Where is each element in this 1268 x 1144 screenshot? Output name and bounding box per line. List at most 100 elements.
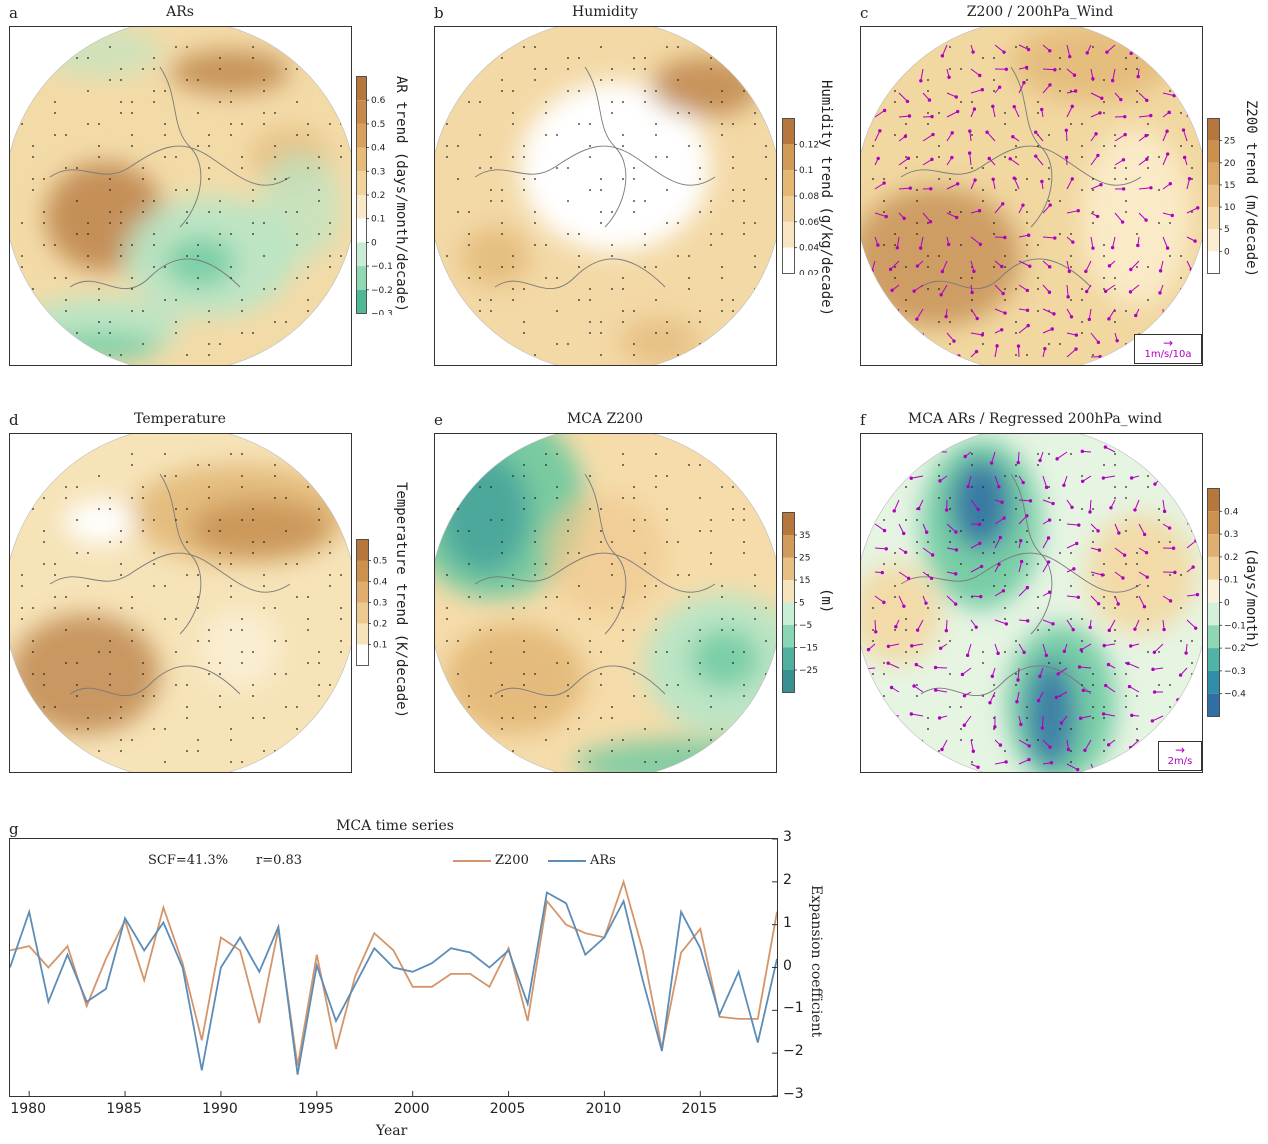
contour-region [520,82,710,252]
x-tick-label: 2010 [585,1101,622,1117]
polar-map-f [860,433,1203,773]
colorbar-swatch [782,144,795,171]
x-tick-label: 1980 [10,1101,46,1117]
colorbar-swatch [356,195,367,219]
contour-region [445,624,585,734]
x-tick-label: 2000 [393,1101,430,1117]
colorbar-tick-label: 0.1 [371,215,385,225]
polar-map-a [9,26,352,366]
vector-key-arrow-icon: → [1174,743,1186,757]
polar-map-svg-a [10,27,351,365]
y-axis-label: Expansion coefficient [808,885,824,1038]
contour-region [1026,659,1076,769]
contour-region [165,237,235,287]
x-tick-label: 2005 [489,1101,526,1117]
colorbar-c: 25 20 15 10 5 0 [1207,118,1259,279]
panel-title-e: MCA Z200 [566,411,644,427]
colorbar-tick-label: 0 [1224,247,1230,257]
colorbar-swatch [1207,511,1220,535]
contour-region [861,187,1021,327]
panel-letter-c: c [860,4,869,22]
colorbar-d: 0.5 0.4 0.3 0.2 0.1 [356,539,408,671]
colorbar-tick-label: 0.6 [371,96,386,106]
vector-key-c: → 1m/s/10a [1134,334,1202,364]
colorbar-tick-label: 0 [1224,599,1230,609]
colorbar-swatch [1207,579,1220,603]
colorbar-swatch [356,100,367,124]
y-tick-label: 1 [783,914,792,931]
polar-map-d [9,433,352,773]
colorbar-tick-label: 0.1 [799,166,813,176]
contour-region [1086,514,1196,634]
x-tick-label: 2015 [681,1101,718,1117]
colorbar-tick-label: 5 [1224,225,1230,235]
colorbar-swatch [1207,184,1220,208]
colorbar-tick-label: −25 [799,666,818,676]
colorbar-tick-label: 25 [1224,137,1235,147]
y-tick-label: 3 [783,829,792,845]
colorbar-tick-label: 0.5 [371,120,385,130]
panel-title-d: Temperature [134,411,226,427]
colorbar-tick-label: 0.4 [371,144,386,154]
colorbar-swatch [356,266,367,290]
panel-letter-e: e [434,411,443,429]
colorbar-swatch [356,123,367,148]
colorbar-swatch [356,602,369,624]
colorbar-swatch [782,670,795,693]
colorbar-swatch [1207,670,1220,694]
y-tick-label: −2 [783,1043,804,1060]
x-tick-label: 1995 [297,1101,334,1117]
time-series-plot [9,838,778,1097]
panel-title-c: Z200 / 200hPa_Wind [966,4,1114,20]
colorbar-swatch [1207,602,1220,626]
contour-region [190,499,330,559]
colorbar-tick-label: −0.2 [371,286,393,296]
wind-vectors [868,44,1200,363]
colorbar-swatch [356,76,367,101]
colorbar-swatch [1207,693,1220,717]
colorbar-swatch [782,647,795,670]
contour-region [545,494,665,614]
significance-dots [872,453,1193,763]
contour-region [460,227,530,287]
contour-region [10,614,160,734]
coastline [474,66,716,289]
legend-z200: Z200 [453,853,529,868]
coastline [49,66,291,289]
colorbar-swatch [782,170,795,196]
colorbar-tick-label: 0.1 [1224,576,1238,586]
colorbar-swatch [782,580,795,603]
colorbar-tick-label: 0.12 [799,140,819,150]
colorbar-f: 0.4 0.3 0.2 0.1 0 −0.1 −0.2 −0.3 −0.4 [1207,488,1259,722]
contour-region [861,564,941,664]
colorbar-swatch [1207,556,1220,580]
colorbar-tick-label: 15 [799,576,810,586]
colorbar-swatch [782,512,795,535]
contour-region [260,152,340,262]
colorbar-tick-label: 20 [1224,159,1236,169]
x-tick-label: 1990 [202,1101,238,1117]
panel-letter-b: b [434,4,444,22]
colorbar-tick-label: −0.4 [1224,690,1246,700]
x-axis-label: Year [376,1123,408,1139]
y-tick-label: −3 [783,1086,804,1102]
colorbar-swatch [356,147,367,172]
panel-letter-d: d [9,411,19,429]
colorbar-tick-label: 0.3 [373,599,387,609]
polar-map-svg-b [435,27,776,365]
colorbar-tick-label: 0.06 [799,218,819,228]
colorbar-label-a: AR trend (days/month/decade) [393,76,409,313]
legend-z200-label: Z200 [495,853,529,868]
y-tick-label: 2 [783,871,792,888]
colorbar-label-e: (m) [818,588,834,614]
colorbar-tick-label: −0.1 [1224,621,1246,631]
colorbar-swatch [1207,118,1220,141]
colorbar-swatch [1207,625,1220,649]
panel-letter-g: g [9,820,19,838]
colorbar-label-b: Humidity trend (g/kg/decade) [818,80,834,317]
colorbar-tick-label: −15 [799,644,818,654]
y-tick-label: 0 [783,957,792,974]
colorbar-tick-label: −0.3 [371,310,393,316]
colorbar-a: 0.6 0.5 0.4 0.3 0.2 0.1 0 −0.1 −0.2 −0.3 [356,76,406,320]
colorbar-tick-label: −5 [799,621,812,631]
